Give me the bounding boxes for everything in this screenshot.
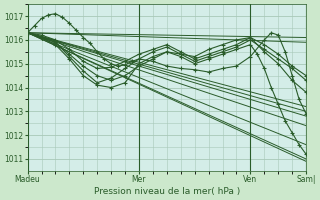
X-axis label: Pression niveau de la mer( hPa ): Pression niveau de la mer( hPa )	[94, 187, 240, 196]
